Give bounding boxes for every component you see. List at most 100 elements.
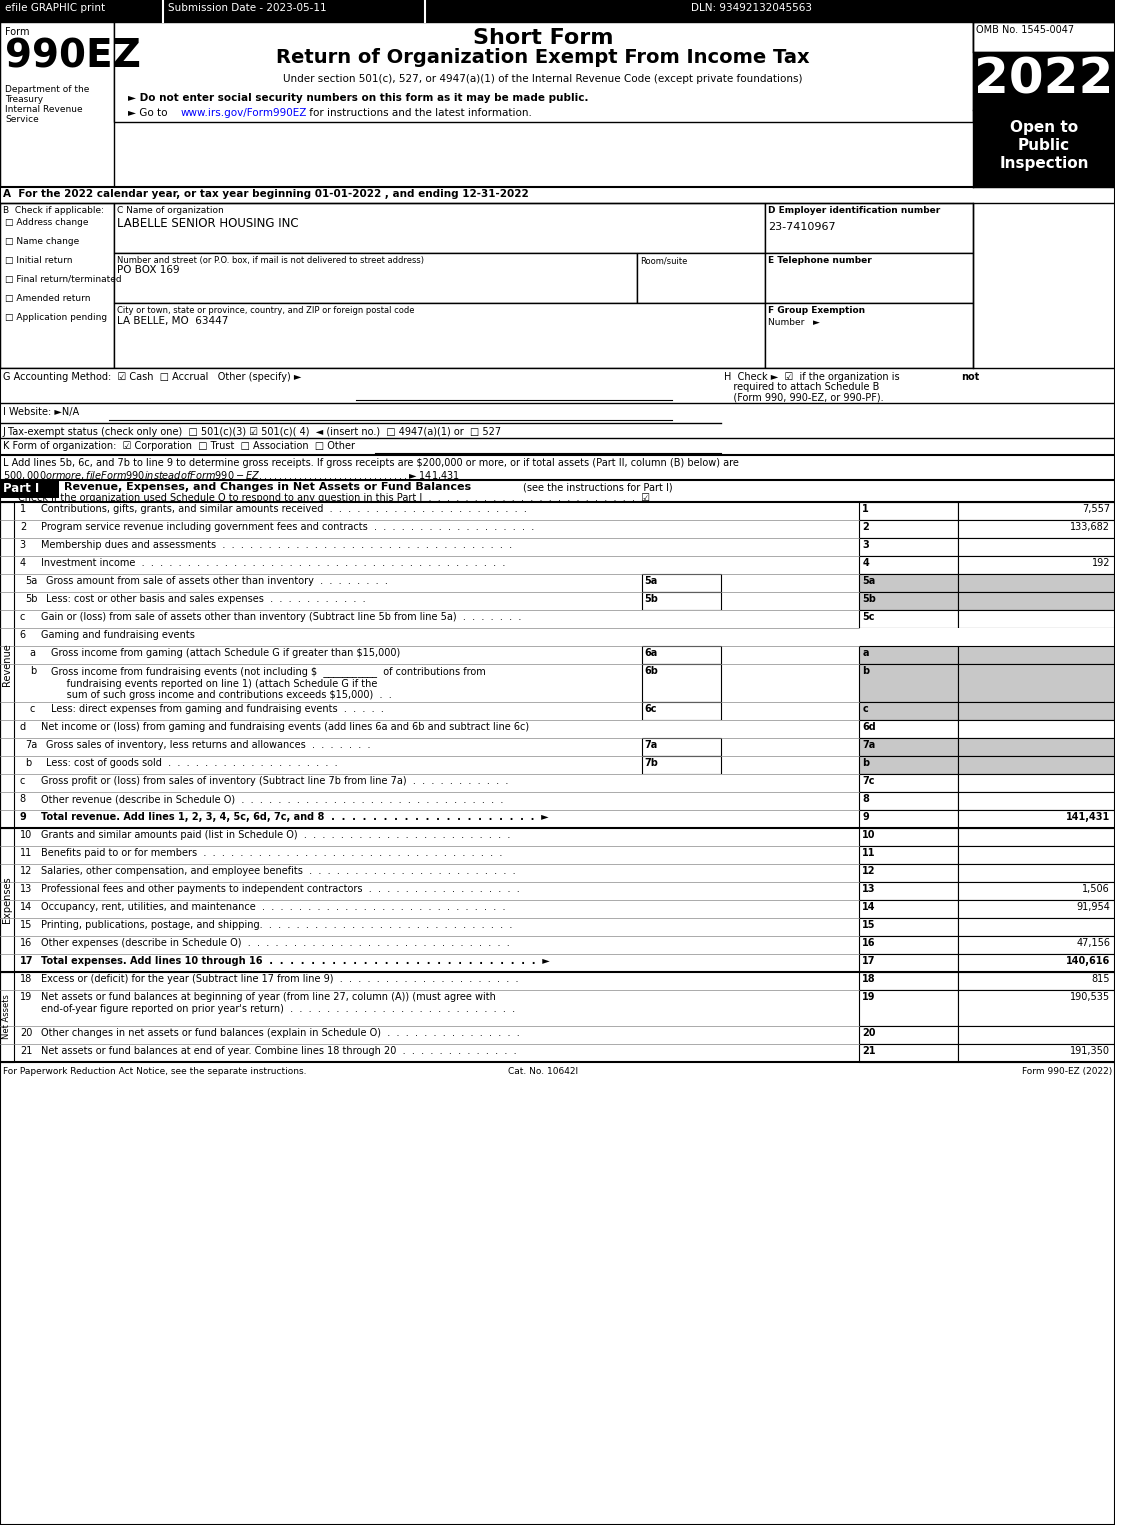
Bar xyxy=(859,918,959,936)
Bar xyxy=(114,253,637,303)
Bar xyxy=(959,738,1115,756)
Text: (Form 990, 990-EZ, or 990-PF).: (Form 990, 990-EZ, or 990-PF). xyxy=(724,392,884,403)
Bar xyxy=(0,971,1115,990)
Bar xyxy=(859,557,959,573)
Text: Form 990-EZ (2022): Form 990-EZ (2022) xyxy=(1022,1068,1112,1077)
Bar xyxy=(642,592,721,610)
Text: Short Form: Short Form xyxy=(473,27,613,47)
Text: Gross income from gaming (attach Schedule G if greater than $15,000): Gross income from gaming (attach Schedul… xyxy=(51,648,401,657)
Bar xyxy=(0,936,1115,955)
Bar xyxy=(859,520,959,538)
Text: b: b xyxy=(29,666,36,676)
Text: 5b: 5b xyxy=(25,595,37,604)
Bar xyxy=(859,865,959,881)
Text: Form: Form xyxy=(5,27,29,37)
Text: For Paperwork Reduction Act Notice, see the separate instructions.: For Paperwork Reduction Act Notice, see … xyxy=(3,1068,306,1077)
Text: Submission Date - 2023-05-11: Submission Date - 2023-05-11 xyxy=(168,3,326,14)
Bar xyxy=(959,955,1115,971)
Bar xyxy=(959,828,1115,846)
Bar xyxy=(642,738,721,756)
Text: OMB No. 1545-0047: OMB No. 1545-0047 xyxy=(975,24,1074,35)
Text: 3: 3 xyxy=(19,540,26,551)
Bar xyxy=(765,303,973,368)
Text: 815: 815 xyxy=(1092,974,1110,984)
Text: b: b xyxy=(25,758,30,769)
Text: I Website: ►N/A: I Website: ►N/A xyxy=(3,407,79,416)
Text: Gross sales of inventory, less returns and allowances  .  .  .  .  .  .  .: Gross sales of inventory, less returns a… xyxy=(46,740,371,750)
Bar xyxy=(959,610,1115,628)
Bar xyxy=(0,502,14,828)
Text: Other changes in net assets or fund balances (explain in Schedule O)  .  .  .  .: Other changes in net assets or fund bala… xyxy=(42,1028,520,1039)
Text: K Form of organization:  ☑ Corporation  □ Trust  □ Association  □ Other: K Form of organization: ☑ Corporation □ … xyxy=(3,441,355,451)
Text: 9: 9 xyxy=(863,811,869,822)
Bar xyxy=(0,918,1115,936)
Bar xyxy=(959,865,1115,881)
Text: 11: 11 xyxy=(863,848,876,859)
Bar xyxy=(0,663,1115,702)
Bar xyxy=(0,702,1115,720)
Text: Less: direct expenses from gaming and fundraising events  .  .  .  .  .: Less: direct expenses from gaming and fu… xyxy=(51,705,384,714)
Bar xyxy=(959,756,1115,775)
Text: not: not xyxy=(961,372,979,381)
Text: Gross amount from sale of assets other than inventory  .  .  .  .  .  .  .  .: Gross amount from sale of assets other t… xyxy=(46,576,388,586)
Bar xyxy=(959,573,1115,592)
Text: Salaries, other compensation, and employee benefits  .  .  .  .  .  .  .  .  .  : Salaries, other compensation, and employ… xyxy=(42,866,516,875)
Bar xyxy=(642,647,721,663)
Bar xyxy=(859,990,959,1026)
Text: (see the instructions for Part I): (see the instructions for Part I) xyxy=(524,482,673,493)
Bar xyxy=(959,720,1115,738)
Bar xyxy=(0,0,1115,21)
Bar xyxy=(0,520,1115,538)
Bar xyxy=(0,592,1115,610)
Text: Under section 501(c), 527, or 4947(a)(1) of the Internal Revenue Code (except pr: Under section 501(c), 527, or 4947(a)(1)… xyxy=(283,75,803,84)
Text: 14: 14 xyxy=(863,901,876,912)
Text: 5a: 5a xyxy=(644,576,657,586)
Text: □ Amended return: □ Amended return xyxy=(5,294,90,303)
Bar xyxy=(859,828,959,846)
Text: Net assets or fund balances at beginning of year (from line 27, column (A)) (mus: Net assets or fund balances at beginning… xyxy=(42,991,516,1014)
Text: Gaming and fundraising events: Gaming and fundraising events xyxy=(42,630,195,640)
Bar xyxy=(959,918,1115,936)
Bar xyxy=(765,203,973,253)
Bar xyxy=(0,810,1115,828)
Bar xyxy=(0,480,59,499)
Text: Net Assets: Net Assets xyxy=(2,994,11,1040)
Bar xyxy=(859,971,959,990)
Text: 7,557: 7,557 xyxy=(1082,503,1110,514)
Text: 1,506: 1,506 xyxy=(1083,884,1110,894)
Text: Department of the: Department of the xyxy=(5,85,89,95)
Bar xyxy=(959,775,1115,791)
Text: 6d: 6d xyxy=(863,721,876,732)
Bar xyxy=(0,628,1115,647)
Text: for instructions and the latest information.: for instructions and the latest informat… xyxy=(306,108,532,117)
Bar xyxy=(0,538,1115,557)
Text: 18: 18 xyxy=(863,974,876,984)
Bar xyxy=(0,557,1115,573)
Text: 6c: 6c xyxy=(644,705,656,714)
Text: 990EZ: 990EZ xyxy=(5,38,141,76)
Text: Expenses: Expenses xyxy=(2,877,12,923)
Text: Contributions, gifts, grants, and similar amounts received  .  .  .  .  .  .  . : Contributions, gifts, grants, and simila… xyxy=(42,503,527,514)
Bar xyxy=(859,1045,959,1061)
Bar xyxy=(0,971,14,1061)
Bar xyxy=(859,955,959,971)
Text: Gross income from fundraising events (not including $  ___________  of contribut: Gross income from fundraising events (no… xyxy=(51,666,487,700)
Text: 10: 10 xyxy=(863,830,876,840)
Text: b: b xyxy=(863,666,869,676)
Text: Public: Public xyxy=(1018,137,1070,152)
Text: E Telephone number: E Telephone number xyxy=(769,256,873,265)
Text: c: c xyxy=(863,705,868,714)
Text: 13: 13 xyxy=(863,884,876,894)
Text: 191,350: 191,350 xyxy=(1070,1046,1110,1055)
Bar xyxy=(859,663,959,702)
Bar xyxy=(0,720,1115,738)
Text: D Employer identification number: D Employer identification number xyxy=(769,206,940,215)
Bar xyxy=(0,502,1115,520)
Bar xyxy=(114,21,973,122)
Text: Excess or (deficit) for the year (Subtract line 17 from line 9)  .  .  .  .  .  : Excess or (deficit) for the year (Subtra… xyxy=(42,974,519,984)
Text: 1: 1 xyxy=(863,503,869,514)
Text: 21: 21 xyxy=(19,1046,32,1055)
Bar xyxy=(0,573,1115,592)
Text: □ Final return/terminated: □ Final return/terminated xyxy=(5,274,122,284)
Bar xyxy=(959,1026,1115,1045)
